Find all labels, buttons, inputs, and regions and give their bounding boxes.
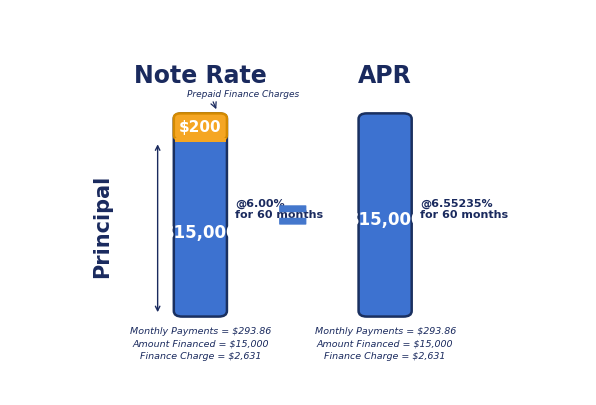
Text: @6.00%: @6.00%: [235, 198, 285, 209]
Text: Note Rate: Note Rate: [134, 64, 267, 88]
FancyBboxPatch shape: [279, 206, 306, 213]
Text: APR: APR: [358, 64, 412, 88]
Text: Monthly Payments = $293.86: Monthly Payments = $293.86: [130, 326, 271, 335]
Text: Principal: Principal: [92, 174, 112, 277]
Text: for 60 months: for 60 months: [420, 209, 508, 220]
Text: Finance Charge = $2,631: Finance Charge = $2,631: [139, 351, 261, 360]
FancyBboxPatch shape: [359, 114, 412, 317]
Text: Monthly Payments = $293.86: Monthly Payments = $293.86: [315, 326, 456, 335]
Text: Amount Financed = $15,000: Amount Financed = $15,000: [317, 339, 454, 347]
FancyBboxPatch shape: [279, 218, 306, 225]
FancyBboxPatch shape: [174, 114, 227, 141]
Text: $200: $200: [179, 120, 222, 135]
Text: Prepaid Finance Charges: Prepaid Finance Charges: [187, 90, 299, 98]
Text: $15,000: $15,000: [347, 211, 423, 228]
Text: @6.55235%: @6.55235%: [420, 198, 493, 209]
FancyBboxPatch shape: [175, 139, 225, 143]
FancyBboxPatch shape: [174, 114, 227, 317]
Text: for 60 months: for 60 months: [235, 209, 324, 220]
Text: $15,000: $15,000: [163, 223, 238, 241]
Text: Finance Charge = $2,631: Finance Charge = $2,631: [324, 351, 446, 360]
Text: Amount Financed = $15,000: Amount Financed = $15,000: [132, 339, 269, 347]
